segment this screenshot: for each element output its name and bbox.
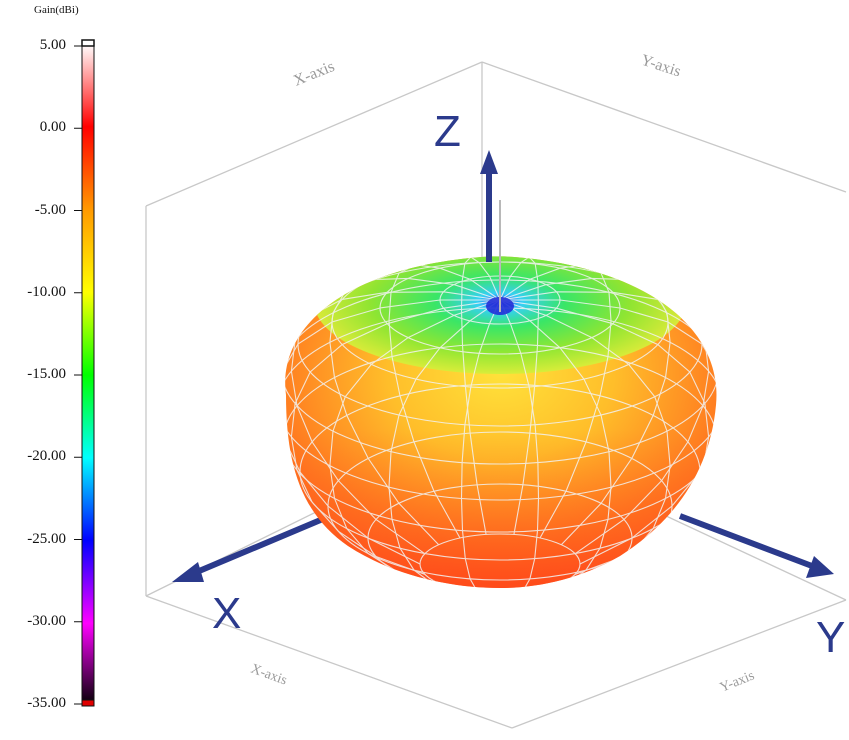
colorbar-bottom-marker xyxy=(81,699,95,707)
mesh-meridian xyxy=(499,277,671,546)
mesh-meridian xyxy=(499,264,612,539)
colorbar-tick-label: -25.00 xyxy=(27,530,66,547)
colorbar-tick-label: -10.00 xyxy=(27,283,66,300)
axis-label-x: X xyxy=(212,589,241,638)
mesh-meridian xyxy=(499,256,540,535)
colorbar-tick-label: -20.00 xyxy=(27,448,66,465)
mesh-meridian xyxy=(290,291,501,555)
colorbar-tick-label: -15.00 xyxy=(27,366,66,382)
mesh-meridian xyxy=(499,299,612,588)
colorbar-tick-label: 5.00 xyxy=(39,37,66,53)
box-label-y-bottom: Y-axis xyxy=(718,668,757,695)
box-label-y-top: Y-axis xyxy=(639,52,683,81)
axis-label-z: Z xyxy=(434,107,461,156)
colorbar xyxy=(74,39,95,707)
colorbar-top-marker xyxy=(81,39,95,47)
colorbar-tick-label: -30.00 xyxy=(27,612,66,629)
mesh-meridian xyxy=(388,264,501,539)
mesh-meridian xyxy=(499,299,540,588)
colorbar-tick-label: -5.00 xyxy=(34,201,66,218)
box-label-x-top: X-axis xyxy=(291,58,337,90)
colorbar-tick-label: 0.00 xyxy=(39,119,66,136)
y-axis-arrow xyxy=(678,513,834,578)
x-axis-arrow xyxy=(172,513,332,582)
mesh-meridian xyxy=(329,299,501,584)
colorbar-title: Gain(dBi) xyxy=(34,4,79,16)
box-label-x-bottom: X-axis xyxy=(249,662,289,689)
mesh-meridian xyxy=(460,256,501,535)
mesh-meridian xyxy=(329,277,501,546)
colorbar-tick-label: -35.00 xyxy=(27,695,66,711)
z-axis-arrow xyxy=(480,150,501,312)
mesh-meridian xyxy=(290,299,501,575)
axis-label-y: Y xyxy=(816,613,845,662)
mesh-meridian xyxy=(460,299,501,588)
mesh-meridian xyxy=(388,299,501,588)
mesh-meridian xyxy=(499,291,710,555)
